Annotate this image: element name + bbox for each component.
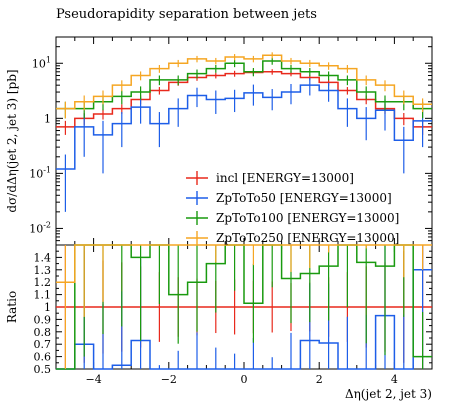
x-tick-label: −2 (161, 373, 177, 386)
legend: incl [ENERGY=13000] ZpToTo50 [ENERGY=1300… (186, 171, 399, 245)
x-tick-label: 4 (391, 373, 398, 386)
main-y-axis: 101 1 10-1 10-2 (29, 36, 432, 246)
legend-label: ZpToTo50 [ENERGY=13000] (216, 191, 392, 205)
ratio-axis-label: Ratio (5, 291, 19, 323)
y-tick-label: 101 (32, 55, 51, 70)
ratio-tick-label: 1 (44, 301, 51, 314)
y-tick-label: 1 (44, 112, 51, 125)
ratio-tick-label: 0.5 (34, 363, 52, 376)
x-axis-label: Δη(jet 2, jet 3) (345, 387, 432, 401)
legend-label: ZpToTo250 [ENERGY=13000] (216, 231, 399, 245)
chart-title: Pseudorapidity separation between jets (56, 7, 317, 22)
legend-label: incl [ENERGY=13000] (216, 171, 354, 185)
main-series-layer (56, 52, 432, 212)
x-tick-label: −4 (85, 373, 101, 386)
ratio-series-layer (56, 244, 432, 370)
ratio-tick-label: 1.3 (34, 264, 52, 277)
x-tick-label: 2 (316, 373, 323, 386)
series-2-line (56, 60, 432, 110)
ratio-tick-label: 1.4 (34, 251, 52, 264)
legend-label: ZpToTo100 [ENERGY=13000] (216, 211, 399, 225)
y-tick-label: 10-2 (29, 220, 51, 235)
ratio-tick-label: 1.1 (34, 289, 52, 302)
ratio-tick-label: 0.8 (34, 326, 52, 339)
y-tick-label: 10-1 (29, 165, 51, 180)
x-tick-label: 0 (241, 373, 248, 386)
ratio-tick-label: 1.2 (34, 276, 52, 289)
ratio-tick-label: 0.9 (34, 313, 52, 326)
ratio-y-axis: 0.50.60.70.80.911.11.21.31.4 (34, 250, 432, 376)
ratio-tick-label: 0.6 (34, 351, 52, 364)
y-axis-label: dσ/dΔη(jet 2, jet 3) [pb] (5, 69, 19, 212)
ratio-tick-label: 0.7 (34, 338, 52, 351)
